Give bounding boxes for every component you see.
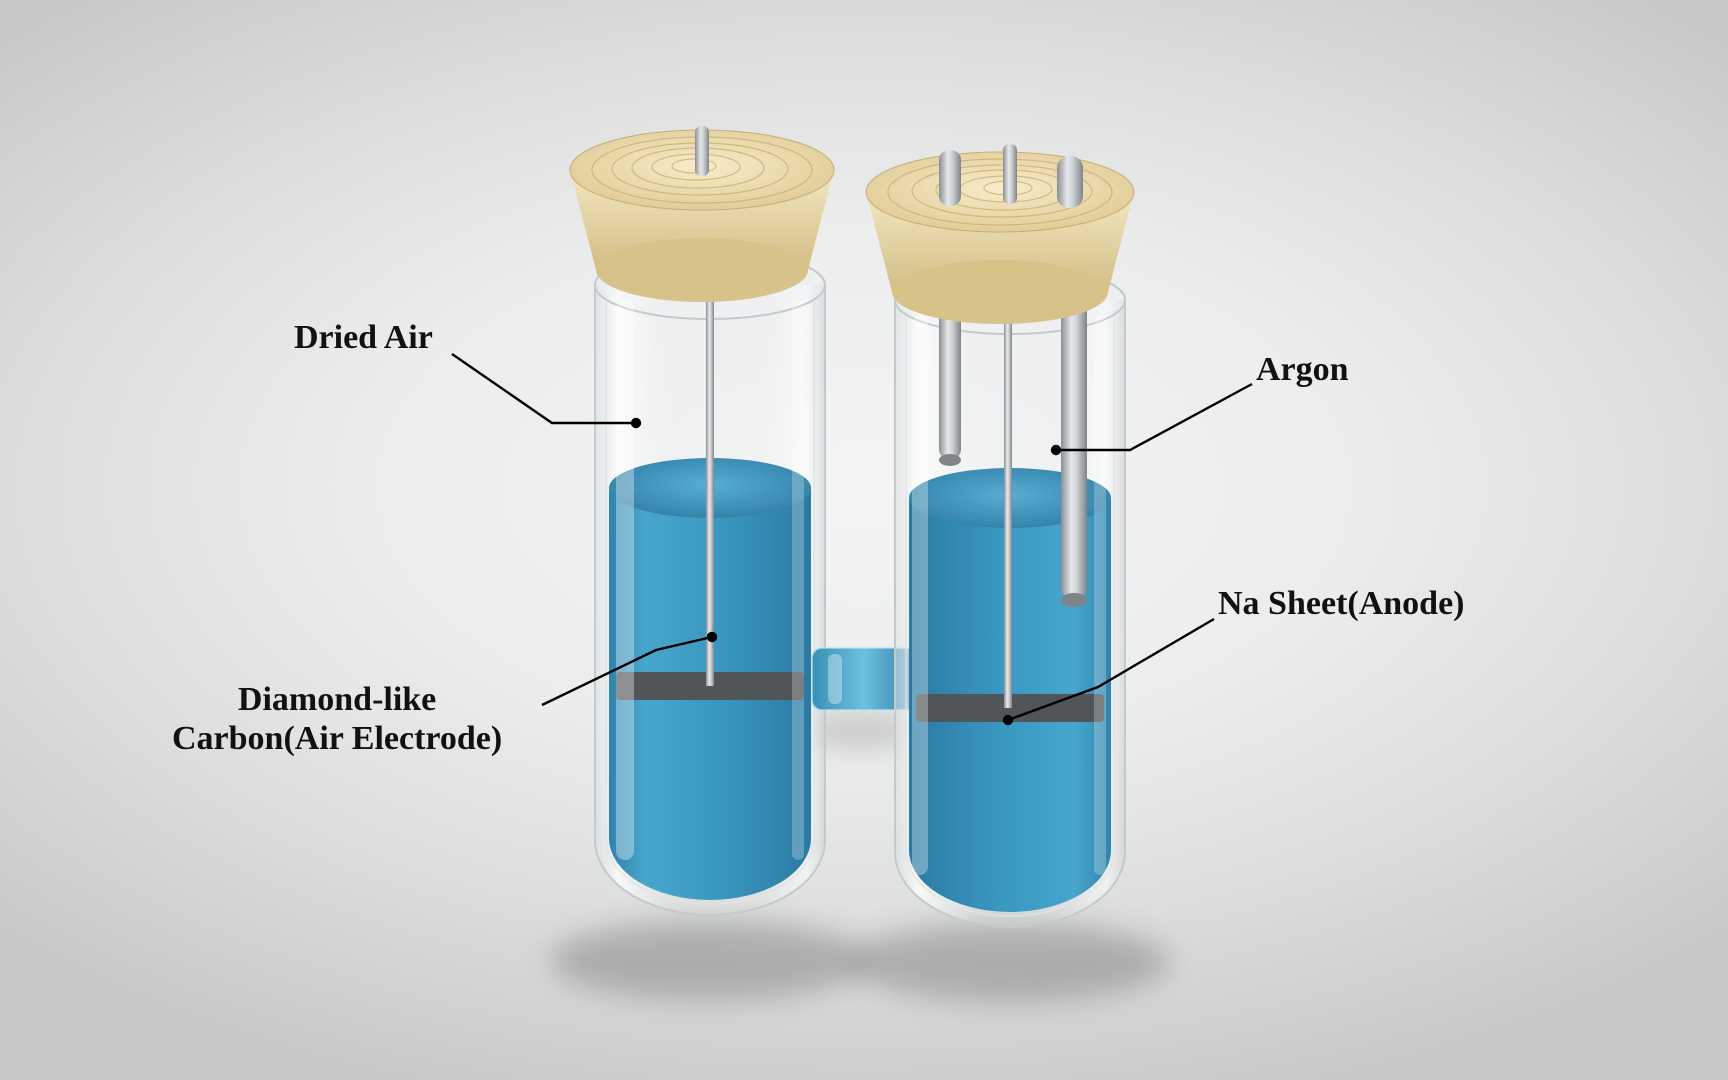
label-dried-air: Dried Air	[294, 318, 433, 357]
label-argon: Argon	[1256, 350, 1349, 389]
right-wire	[1004, 290, 1012, 708]
left-tube-group	[595, 251, 825, 915]
apparatus-svg	[0, 0, 1728, 1080]
label-dlc: Diamond-like Carbon(Air Electrode)	[172, 680, 502, 758]
left-cork-pin	[695, 126, 709, 176]
diagram-stage: Dried Air Argon Na Sheet(Anode) Diamond-…	[0, 0, 1728, 1080]
right-cork-pin-3	[1057, 156, 1083, 208]
right-cork	[866, 144, 1134, 324]
label-na-sheet: Na Sheet(Anode)	[1218, 584, 1464, 623]
left-cork	[570, 126, 834, 302]
right-cork-pin-2	[1003, 144, 1017, 204]
right-gas-tube-left	[939, 300, 961, 460]
right-cork-pin-1	[939, 150, 961, 206]
right-tube-group	[895, 266, 1125, 927]
left-wire	[706, 268, 714, 686]
